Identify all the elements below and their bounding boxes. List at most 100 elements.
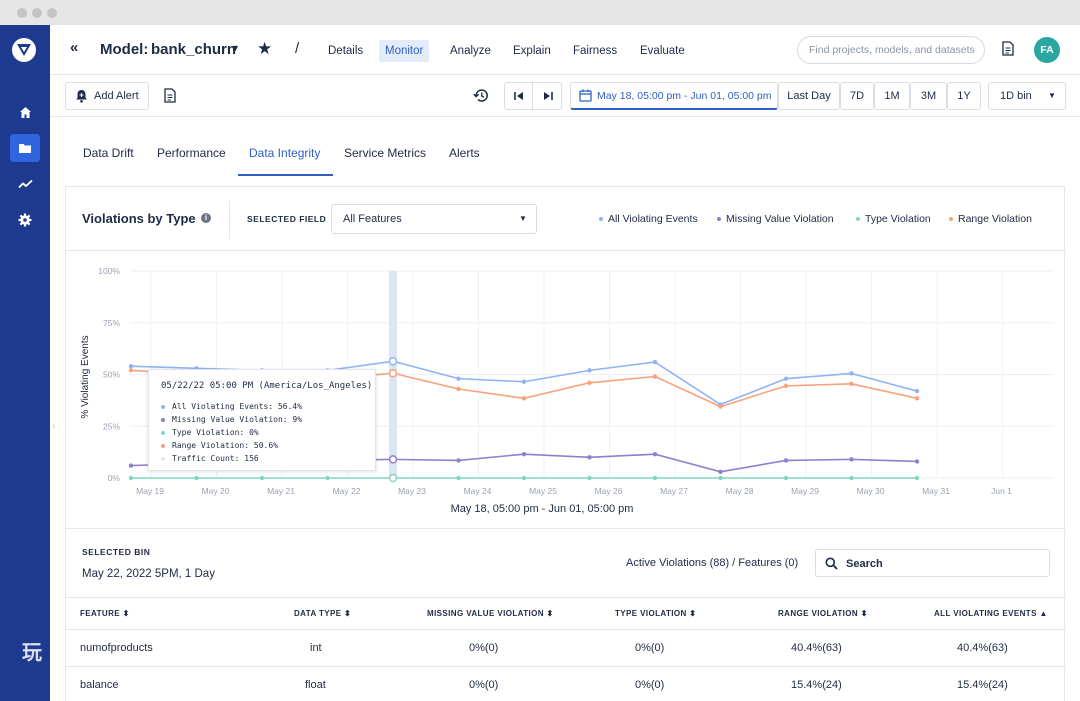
model-dropdown-chevron-icon[interactable]: ▼ [231, 43, 240, 53]
tab-service-metrics[interactable]: Service Metrics [344, 146, 427, 160]
tooltip-text: Range Violation: 50.6% [172, 441, 278, 450]
data-point [914, 459, 920, 464]
tab-data-drift[interactable]: Data Drift [83, 146, 134, 160]
nav-fairness[interactable]: Fairness [573, 45, 618, 57]
tooltip-dot [161, 430, 165, 435]
cell-feature[interactable]: numofproducts [80, 642, 153, 654]
tooltip-row-type: Type Violation: 0% [161, 428, 259, 437]
y-tick-label: 100% [98, 266, 120, 276]
sidebar-expand-chevron-icon[interactable]: › [52, 421, 56, 432]
data-point [388, 369, 398, 378]
nav-evaluate[interactable]: Evaluate [640, 45, 685, 57]
selected-bin-label: SELECTED BIN [82, 547, 151, 557]
tooltip-text: Type Violation: 0% [172, 428, 259, 437]
home-icon[interactable] [10, 98, 40, 126]
legend-all-violating-events[interactable]: All Violating Events [599, 213, 698, 225]
x-tick-label: May 20 [202, 486, 230, 496]
y-tick-label: 0% [108, 473, 121, 483]
legend-range-violation[interactable]: Range Violation [949, 213, 1032, 225]
nav-details[interactable]: Details [328, 45, 364, 57]
nav-monitor[interactable]: Monitor [379, 40, 430, 62]
bin-size-select[interactable]: 1D bin ▼ [988, 82, 1066, 110]
window-minimize-dot[interactable] [32, 8, 42, 18]
report-document-icon[interactable] [164, 88, 176, 106]
tab-data-integrity[interactable]: Data Integrity [249, 146, 321, 160]
tooltip-row-traffic: Traffic Count: 156 [161, 454, 259, 463]
tooltip-dot [161, 404, 165, 409]
selected-field-label: SELECTED FIELD [247, 214, 327, 224]
collapse-double-chevron-icon[interactable]: « [70, 39, 79, 56]
data-point [521, 475, 527, 481]
tab-alerts[interactable]: Alerts [449, 146, 480, 160]
col-header-data-type[interactable]: DATA TYPE ⬍ [294, 609, 352, 618]
tooltip-row-all: All Violating Events: 56.4% [161, 402, 302, 411]
legend-dot [856, 217, 860, 222]
global-search-input[interactable]: Find projects, models, and datasets [797, 36, 985, 64]
range-7d-button[interactable]: 7D [840, 82, 874, 110]
nav-explain[interactable]: Explain [513, 45, 551, 57]
tooltip-text: Missing Value Violation: 9% [172, 415, 303, 424]
calendar-icon [579, 89, 592, 105]
range-1y-button[interactable]: 1Y [947, 82, 981, 110]
tooltip-text: All Violating Events: 56.4% [172, 402, 303, 411]
date-range-picker[interactable]: May 18, 05:00 pm - Jun 01, 05:00 pm [570, 82, 778, 110]
settings-gear-icon[interactable] [10, 206, 40, 234]
x-tick-label: May 30 [857, 486, 885, 496]
date-range-label: May 18, 05:00 pm - Jun 01, 05:00 pm [597, 90, 772, 102]
add-alert-button[interactable]: Add Alert [65, 82, 149, 110]
cell-feature[interactable]: balance [80, 679, 119, 691]
tooltip-row-missing: Missing Value Violation: 9% [161, 415, 302, 424]
violations-line-chart: 100% 75% 50% 25% 0% May 19 May 20 May 21 May 22 M… [80, 266, 1054, 515]
tooltip-title: 05/22/22 05:00 PM (America/Los_Angeles) [161, 381, 373, 391]
chart-title: Violations by Type [82, 211, 196, 226]
selected-field-select[interactable]: All Features ▼ [331, 204, 537, 234]
data-point [849, 457, 854, 462]
col-header-missing-value[interactable]: MISSING VALUE VIOLATION ⬍ [427, 609, 554, 618]
favorite-star-icon[interactable]: ★ [257, 39, 273, 58]
last-day-button[interactable]: Last Day [778, 82, 840, 110]
projects-folder-icon[interactable] [10, 134, 40, 162]
card-header-divider [66, 250, 1066, 251]
tab-performance[interactable]: Performance [157, 146, 226, 160]
col-header-type-violation[interactable]: TYPE VIOLATION ⬍ [615, 609, 697, 618]
history-clock-icon[interactable] [473, 88, 489, 106]
breadcrumb-separator: / [295, 40, 300, 57]
data-point [914, 396, 920, 401]
col-header-feature[interactable]: FEATURE ⬍ [80, 609, 130, 618]
model-name[interactable]: bank_churn [151, 41, 237, 58]
app-logo-icon[interactable] [12, 38, 36, 62]
step-back-button[interactable] [505, 83, 533, 109]
step-forward-button[interactable] [534, 83, 562, 109]
documentation-icon[interactable] [1002, 41, 1014, 59]
window-close-dot[interactable] [17, 8, 27, 18]
data-point [128, 475, 134, 481]
info-icon[interactable]: i [201, 213, 211, 223]
range-1m-button[interactable]: 1M [874, 82, 910, 110]
col-header-range-violation[interactable]: RANGE VIOLATION ⬍ [778, 609, 868, 618]
nav-analyze[interactable]: Analyze [450, 45, 491, 57]
window-zoom-dot[interactable] [47, 8, 57, 18]
range-3m-button[interactable]: 3M [910, 82, 947, 110]
y-tick-label: 75% [103, 318, 120, 328]
x-axis-label: May 18, 05:00 pm - Jun 01, 05:00 pm [451, 503, 634, 515]
x-tick-label: May 19 [136, 486, 164, 496]
data-point [587, 368, 592, 373]
data-point [456, 458, 461, 463]
table-search-input[interactable]: Search [815, 549, 1050, 577]
tooltip-dot [161, 443, 165, 448]
browser-bar [0, 0, 1080, 25]
data-point [521, 379, 527, 384]
cell-data-type: int [310, 642, 322, 654]
user-avatar[interactable]: FA [1034, 37, 1060, 63]
cell-range-violation: 40.4%(63) [791, 642, 842, 654]
chart-bottom-divider [66, 528, 1066, 529]
col-header-all-violating[interactable]: ALL VIOLATING EVENTS ▲ [934, 609, 1048, 618]
trend-chart-icon[interactable] [10, 170, 40, 198]
cell-type-violation: 0%(0) [635, 642, 665, 654]
legend-type-violation[interactable]: Type Violation [856, 213, 931, 225]
data-point [587, 455, 592, 460]
legend-missing-value-violation[interactable]: Missing Value Violation [717, 213, 834, 225]
data-point [914, 388, 920, 394]
legend-label: All Violating Events [608, 213, 698, 225]
add-alert-label: Add Alert [94, 90, 139, 102]
